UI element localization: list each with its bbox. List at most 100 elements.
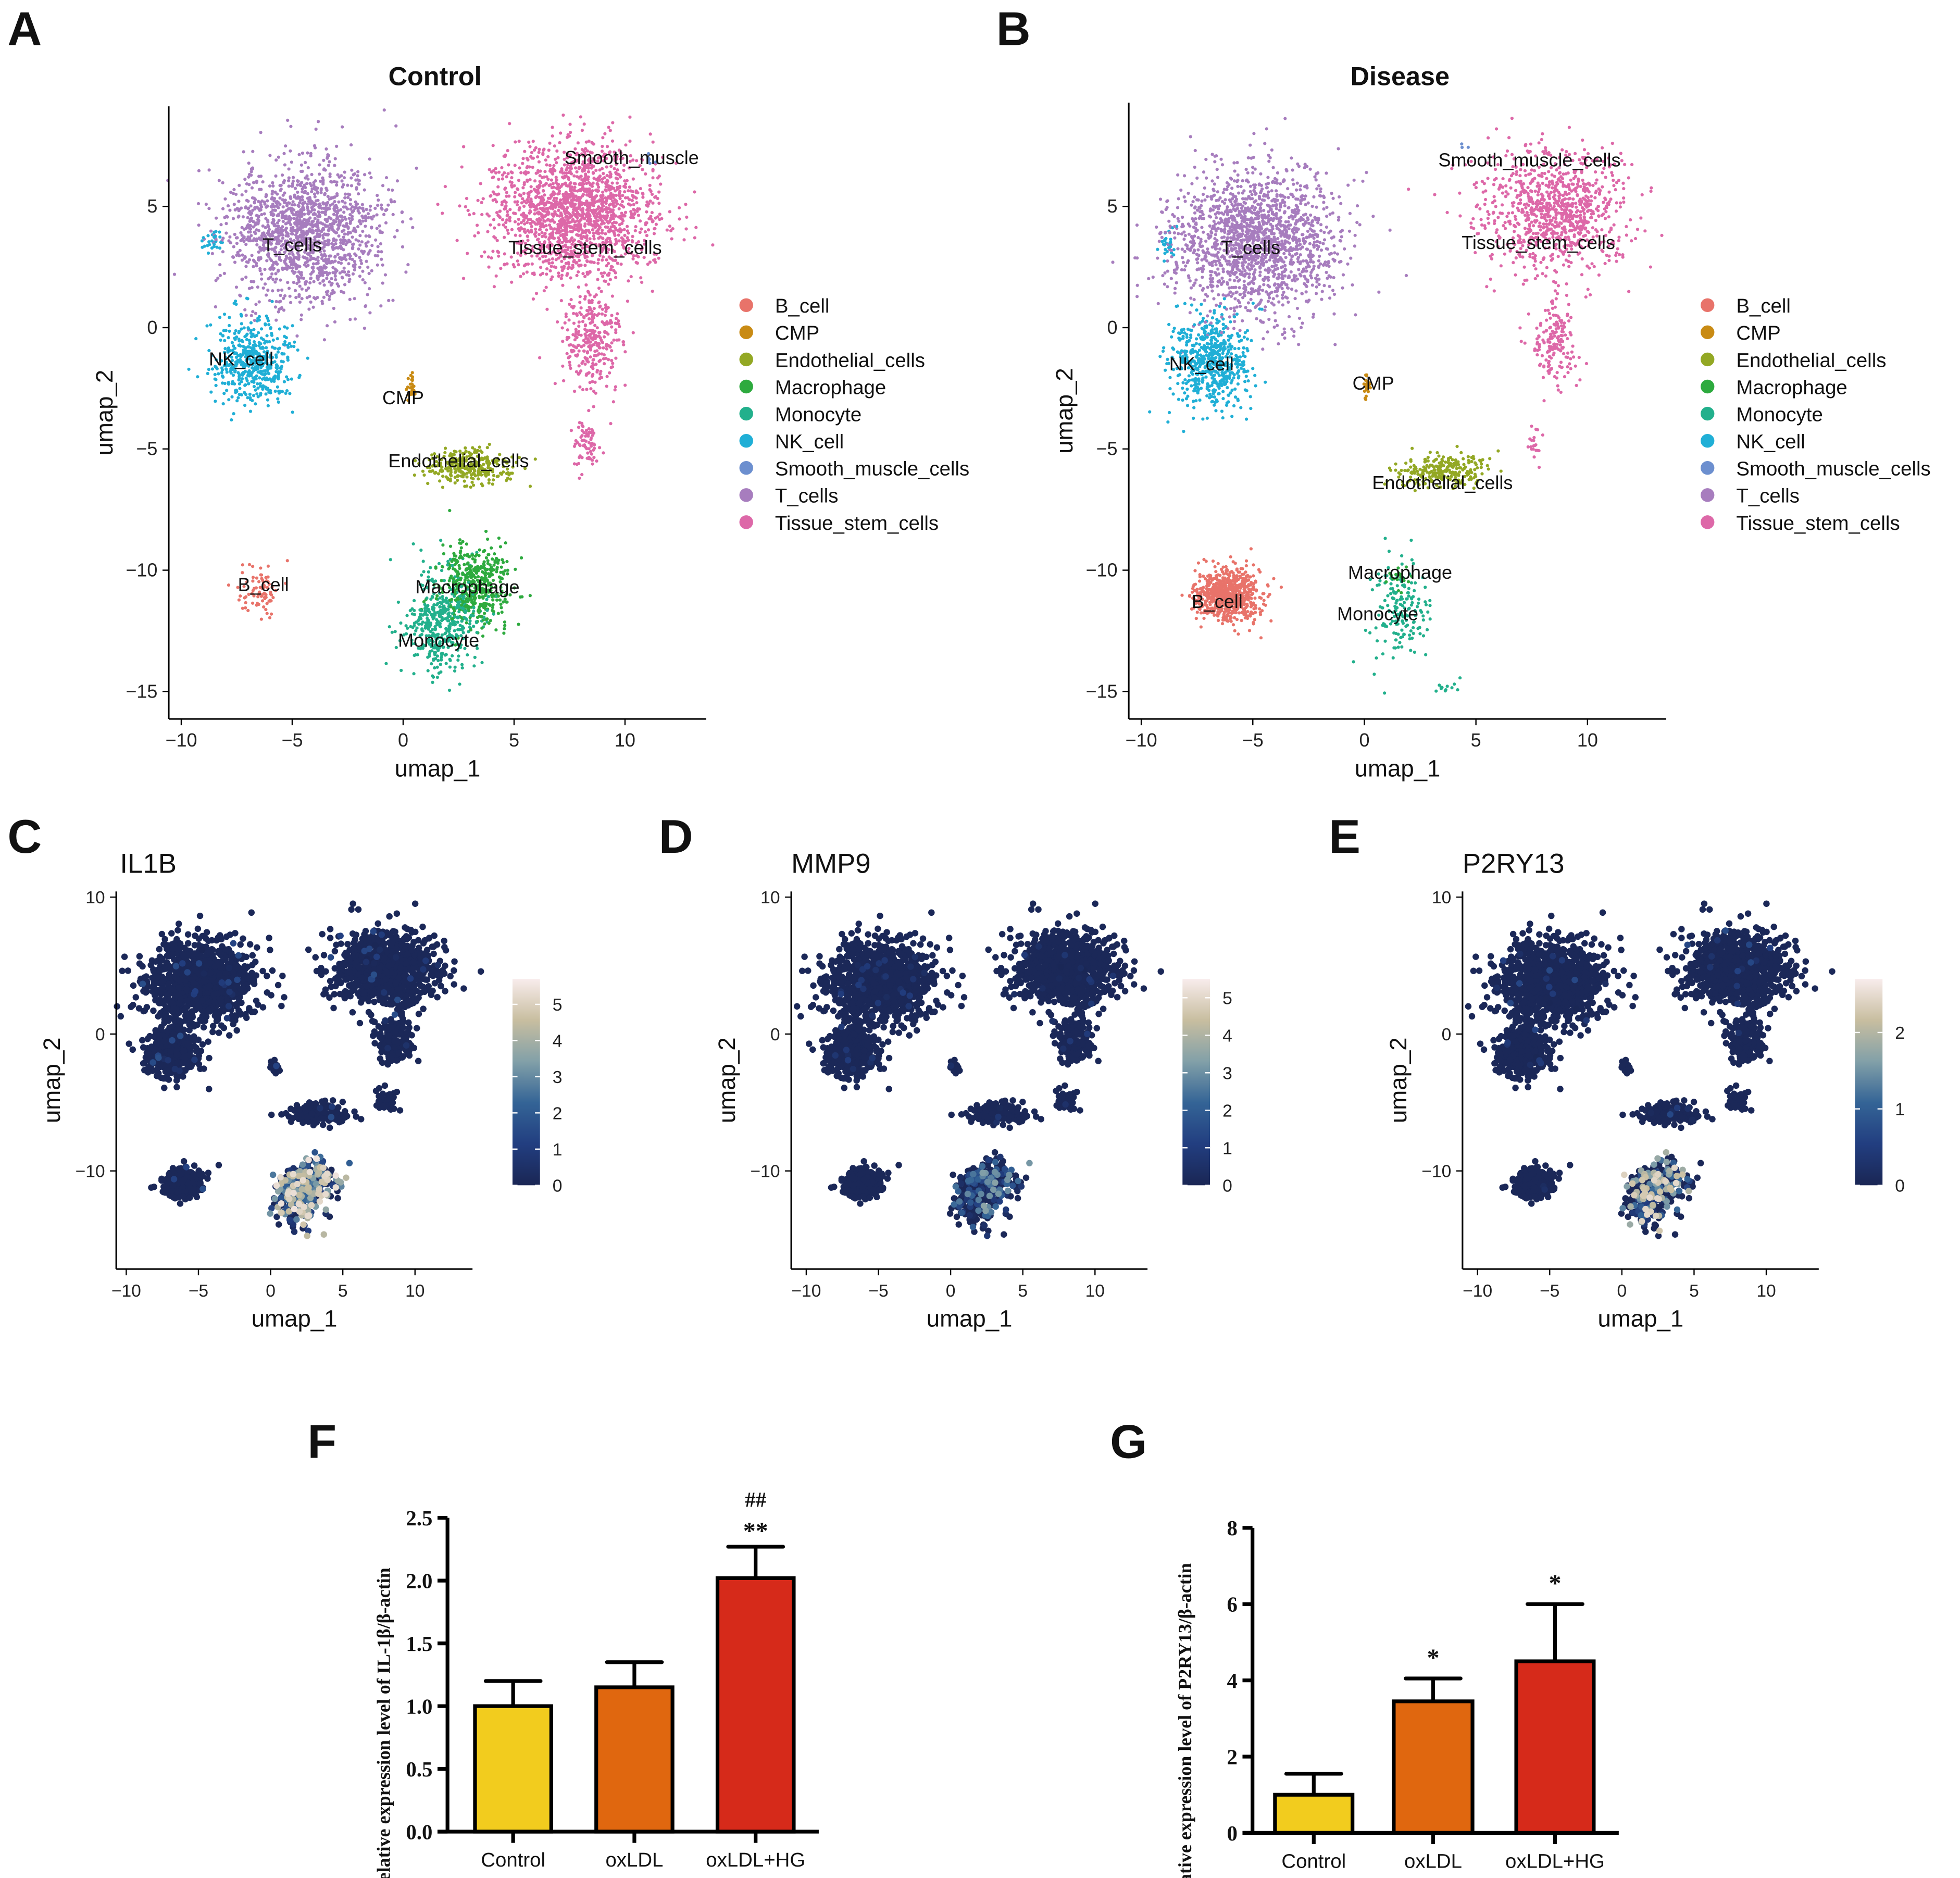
point-tissue-stem-cells [492, 285, 496, 289]
point-tissue-stem-cells [598, 372, 602, 376]
point-t-cells [289, 223, 293, 227]
point-nk-cell [222, 392, 226, 395]
point-tissue-stem-cells [565, 207, 568, 210]
point-t-cells [207, 168, 211, 172]
point-monocyte [431, 680, 434, 685]
point-tissue-stem-cells [522, 204, 526, 208]
point-nk-cell [265, 346, 268, 350]
point-t-cells [299, 318, 303, 321]
point-tissue-stem-cells [566, 152, 569, 156]
point-macrophage [491, 608, 494, 612]
point-tissue-stem-cells [654, 216, 657, 220]
point-t-cells [366, 293, 369, 296]
point-tissue-stem-cells [607, 230, 610, 233]
point-macrophage [491, 598, 495, 602]
point-tissue-stem-cells [519, 275, 522, 278]
point-tissue-stem-cells [577, 264, 581, 268]
point-nk-cell [220, 374, 224, 378]
point-macrophage [496, 612, 500, 615]
point-t-cells [256, 285, 259, 289]
point-monocyte [473, 655, 477, 659]
point-t-cells [216, 276, 220, 280]
point-tissue-stem-cells [634, 191, 638, 194]
point-nk-cell [217, 372, 220, 376]
point-endothelial-cells [460, 474, 464, 478]
point-t-cells [299, 163, 304, 167]
point-t-cells [352, 242, 356, 246]
point-tissue-stem-cells [608, 129, 612, 132]
point-t-cells [335, 183, 339, 187]
point-monocyte [446, 601, 450, 605]
point-macrophage [458, 567, 461, 570]
point-t-cells [295, 334, 299, 338]
point-t-cells [233, 232, 236, 237]
point-nk-cell [194, 337, 198, 341]
point-t-cells [295, 225, 299, 228]
point-tissue-stem-cells [528, 145, 532, 148]
point-tissue-stem-cells [583, 297, 587, 301]
point-macrophage [500, 606, 503, 610]
point-t-cells [259, 131, 263, 134]
point-t-cells [335, 193, 339, 197]
point-tissue-stem-cells [623, 383, 627, 387]
point-tissue-stem-cells [629, 189, 633, 193]
point-t-cells [358, 206, 361, 210]
point-monocyte [448, 614, 452, 618]
point-t-cells [260, 272, 264, 276]
point-endothelial-cells [471, 446, 475, 450]
point-tissue-stem-cells [628, 115, 632, 119]
point-tissue-stem-cells [609, 366, 613, 369]
point-nk-cell [218, 316, 222, 319]
point-tissue-stem-cells [553, 265, 556, 269]
point-t-cells [336, 260, 341, 264]
point-macrophage [501, 600, 505, 604]
point-t-cells [229, 241, 232, 245]
point-t-cells [366, 252, 370, 256]
point-t-cells [196, 202, 201, 206]
point-t-cells [255, 243, 259, 247]
point-t-cells [280, 173, 284, 177]
point-t-cells [261, 180, 265, 184]
point-tissue-stem-cells [628, 159, 632, 163]
point-nk-cell [291, 324, 294, 328]
point-nk-cell [187, 367, 191, 371]
point-t-cells [226, 204, 230, 208]
point-tissue-stem-cells [586, 360, 590, 364]
point-tissue-stem-cells [589, 438, 593, 441]
point-nk-cell [223, 339, 227, 342]
point-t-cells [309, 300, 313, 304]
point-tissue-stem-cells [592, 343, 595, 346]
point-tissue-stem-cells [565, 338, 569, 341]
point-tissue-stem-cells [561, 364, 565, 368]
point-tissue-stem-cells [548, 169, 552, 173]
point-t-cells [360, 240, 364, 244]
point-tissue-stem-cells [598, 331, 602, 334]
point-tissue-stem-cells [594, 391, 597, 395]
point-tissue-stem-cells [557, 271, 560, 275]
point-t-cells [292, 271, 296, 275]
point-tissue-stem-cells [481, 197, 485, 201]
point-nk-cell [238, 382, 242, 385]
point-tissue-stem-cells [562, 218, 566, 222]
point-nk-cell [298, 374, 302, 377]
point-nk-cell [240, 322, 243, 326]
point-tissue-stem-cells [492, 192, 496, 196]
point-tissue-stem-cells [551, 261, 554, 265]
point-tissue-stem-cells [497, 170, 501, 174]
point-t-cells [218, 273, 222, 277]
point-nk-cell [248, 409, 253, 413]
point-tissue-stem-cells [634, 225, 638, 229]
point-t-cells [298, 284, 302, 288]
point-tissue-stem-cells [595, 459, 598, 463]
point-nk-cell [244, 376, 248, 380]
point-t-cells [221, 250, 225, 254]
point-tissue-stem-cells [567, 318, 571, 322]
point-tissue-stem-cells [487, 265, 491, 269]
point-tissue-stem-cells [561, 340, 565, 343]
point-tissue-stem-cells [582, 169, 585, 172]
point-t-cells [325, 189, 329, 192]
point-t-cells [237, 214, 241, 218]
point-tissue-stem-cells [507, 163, 510, 167]
point-tissue-stem-cells [565, 225, 569, 228]
point-nk-cell [201, 245, 204, 249]
